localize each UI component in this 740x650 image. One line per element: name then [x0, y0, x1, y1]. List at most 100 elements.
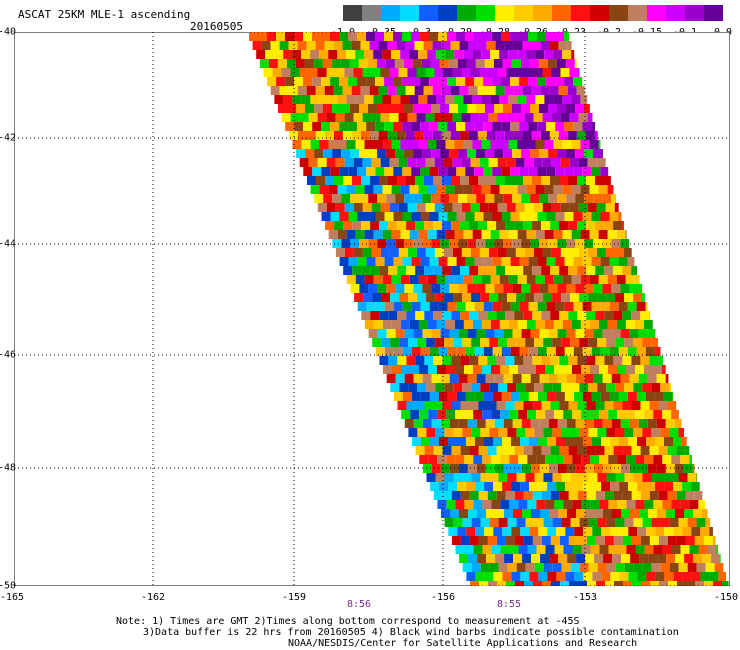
swath-cell [512, 464, 522, 473]
swath-cell [468, 509, 477, 518]
swath-cell [711, 554, 721, 563]
swath-cell [362, 248, 372, 257]
swath-cell [550, 446, 560, 455]
swath-cell [447, 167, 457, 176]
swath-cell [458, 329, 468, 338]
swath-cell [510, 122, 520, 131]
swath-cell [401, 410, 411, 419]
swath-cell [566, 104, 575, 113]
swath-cell [674, 464, 684, 473]
swath-cell [503, 329, 513, 338]
swath-cell [654, 392, 664, 401]
swath-cell [386, 194, 396, 203]
swath-cell [292, 95, 302, 104]
swath-cell [573, 77, 583, 86]
swath-cell [410, 410, 420, 419]
lat-label: -48 [0, 462, 17, 474]
swath-cell [650, 581, 659, 586]
swath-cell [341, 194, 351, 203]
swath-cell [567, 86, 577, 95]
swath-cell [545, 545, 555, 554]
swath-cell [395, 329, 405, 338]
swath-cell [343, 176, 352, 185]
swath-cell [541, 221, 551, 230]
swath-cell [391, 230, 401, 239]
swath-cell [572, 365, 581, 374]
swath-cell [577, 491, 587, 500]
swath-cell [501, 122, 511, 131]
swath-cell [608, 500, 618, 509]
swath-cell [487, 221, 497, 230]
swath-cell [391, 95, 401, 104]
swath-cell [458, 284, 468, 293]
swath-cell [544, 320, 554, 329]
swath-cell [426, 338, 436, 347]
swath-cell [470, 158, 480, 167]
swath-cell [695, 581, 704, 586]
swath-cell [396, 86, 406, 95]
swath-cell [449, 194, 459, 203]
swath-cell [478, 311, 488, 320]
swath-cell [395, 239, 405, 248]
swath-cell [532, 446, 542, 455]
swath-cell [388, 356, 398, 365]
swath-cell [461, 203, 471, 212]
colorbar-swatch [343, 5, 362, 21]
swath-cell [553, 275, 563, 284]
swath-cell [642, 383, 652, 392]
swath-cell [516, 563, 526, 572]
swath-cell [373, 95, 383, 104]
swath-cell [517, 50, 527, 59]
swath-cell [530, 464, 540, 473]
swath-cell [429, 32, 438, 41]
swath-cell [548, 374, 558, 383]
swath-cell [698, 545, 708, 554]
swath-cell [613, 446, 623, 455]
swath-cell [532, 356, 542, 365]
swath-cell [521, 284, 531, 293]
swath-cell [408, 293, 418, 302]
swath-cell [637, 572, 647, 581]
swath-cell [648, 554, 658, 563]
swath-cell [639, 554, 649, 563]
swath-cell [562, 95, 572, 104]
swath-cell [571, 320, 581, 329]
swath-cell [653, 455, 663, 464]
swath-cell [541, 356, 551, 365]
swath-cell [533, 581, 542, 586]
swath-cell [435, 293, 445, 302]
swath-cell [604, 266, 614, 275]
swath-cell [622, 491, 632, 500]
swath-cell [375, 257, 385, 266]
swath-cell [609, 302, 619, 311]
swath-cell [602, 374, 612, 383]
swath-cell [696, 563, 706, 572]
swath-cell [424, 221, 434, 230]
swath-cell [490, 320, 500, 329]
colorbar-swatch [704, 5, 723, 21]
swath-cell [541, 266, 551, 275]
swath-cell [456, 212, 466, 221]
swath-cell [496, 176, 505, 185]
swath-cell [372, 293, 382, 302]
swath-cell [381, 293, 391, 302]
swath-cell [337, 140, 347, 149]
swath-cell [564, 392, 574, 401]
swath-cell [561, 293, 571, 302]
swath-cell [584, 419, 594, 428]
swath-cells [249, 32, 729, 586]
swath-cell [328, 185, 338, 194]
swath-cell [686, 581, 695, 586]
swath-cell [507, 383, 517, 392]
swath-cell [489, 428, 499, 437]
swath-cell [348, 122, 358, 131]
swath-cell [492, 257, 502, 266]
swath-cell [290, 68, 300, 77]
swath-cell [357, 257, 367, 266]
swath-cell [484, 59, 494, 68]
swath-cell [433, 176, 442, 185]
swath-cell [547, 527, 557, 536]
swath-cell [528, 32, 537, 41]
swath-cell [443, 68, 453, 77]
swath-cell [454, 230, 464, 239]
